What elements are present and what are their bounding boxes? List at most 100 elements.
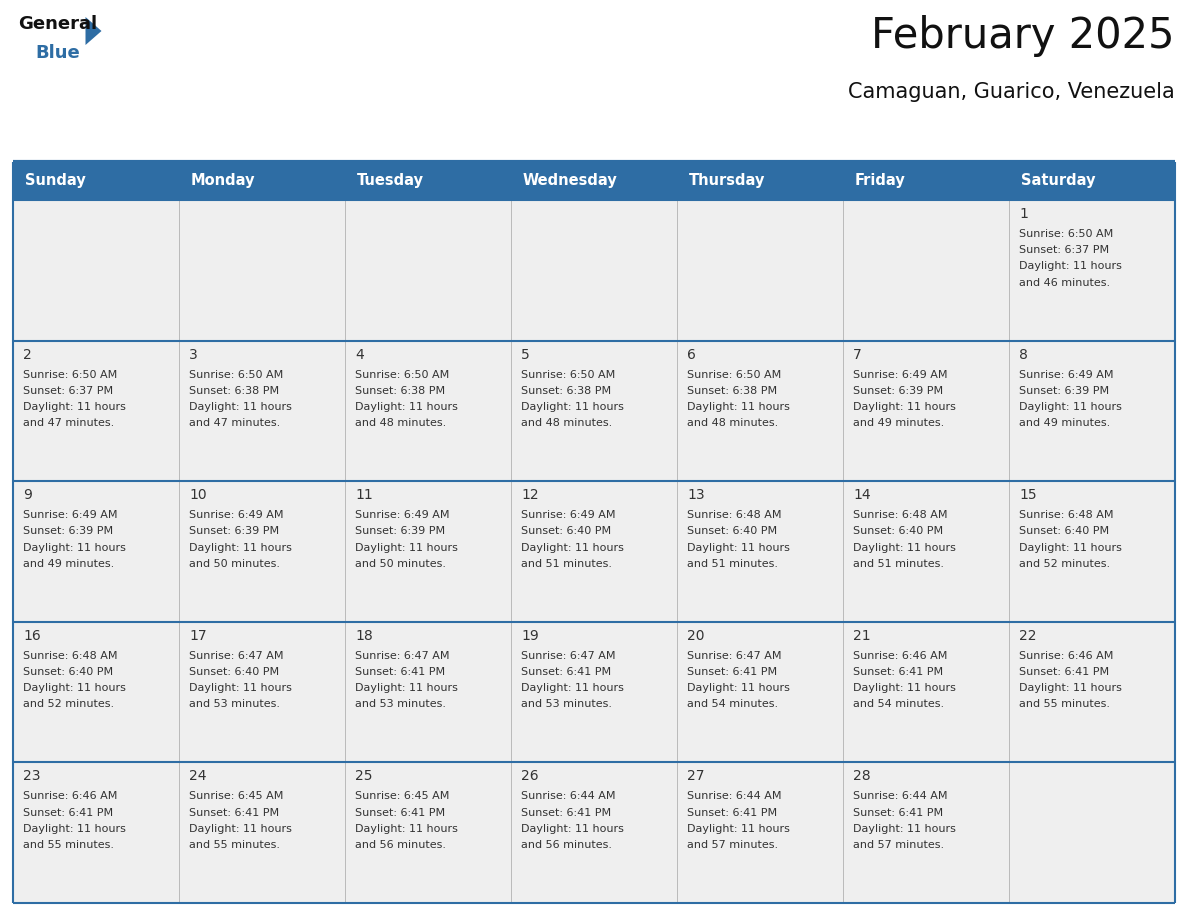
Text: Daylight: 11 hours: Daylight: 11 hours <box>1019 262 1121 272</box>
Text: Sunrise: 6:48 AM: Sunrise: 6:48 AM <box>1019 510 1113 521</box>
Text: 2: 2 <box>23 348 32 362</box>
Text: and 53 minutes.: and 53 minutes. <box>355 700 446 710</box>
Text: Sunrise: 6:48 AM: Sunrise: 6:48 AM <box>687 510 782 521</box>
Bar <box>1009 200 1175 341</box>
Text: Daylight: 11 hours: Daylight: 11 hours <box>189 823 292 834</box>
Text: Sunset: 6:38 PM: Sunset: 6:38 PM <box>355 386 446 396</box>
Text: Daylight: 11 hours: Daylight: 11 hours <box>687 823 790 834</box>
Text: Daylight: 11 hours: Daylight: 11 hours <box>853 683 956 693</box>
Bar <box>345 763 511 903</box>
Text: 27: 27 <box>687 769 704 783</box>
Text: 21: 21 <box>853 629 871 643</box>
Bar <box>677 341 843 481</box>
Text: and 55 minutes.: and 55 minutes. <box>1019 700 1110 710</box>
Text: Sunset: 6:41 PM: Sunset: 6:41 PM <box>355 808 446 818</box>
Text: and 54 minutes.: and 54 minutes. <box>853 700 944 710</box>
Text: 20: 20 <box>687 629 704 643</box>
Text: 17: 17 <box>189 629 207 643</box>
Text: and 50 minutes.: and 50 minutes. <box>189 559 280 569</box>
Text: Daylight: 11 hours: Daylight: 11 hours <box>853 823 956 834</box>
Text: General: General <box>18 15 97 33</box>
Text: 24: 24 <box>189 769 207 783</box>
Text: Sunrise: 6:50 AM: Sunrise: 6:50 AM <box>23 370 118 380</box>
Bar <box>677 481 843 621</box>
Bar <box>13 200 179 341</box>
Text: Sunrise: 6:44 AM: Sunrise: 6:44 AM <box>853 791 948 801</box>
Text: Thursday: Thursday <box>689 174 765 188</box>
Polygon shape <box>86 17 101 45</box>
Text: and 54 minutes.: and 54 minutes. <box>687 700 778 710</box>
Text: 26: 26 <box>522 769 538 783</box>
Text: and 49 minutes.: and 49 minutes. <box>853 419 944 428</box>
Text: Blue: Blue <box>34 44 80 62</box>
Text: Sunset: 6:39 PM: Sunset: 6:39 PM <box>853 386 943 396</box>
Text: Sunset: 6:40 PM: Sunset: 6:40 PM <box>687 526 777 536</box>
Text: 14: 14 <box>853 488 871 502</box>
Text: Sunrise: 6:49 AM: Sunrise: 6:49 AM <box>23 510 118 521</box>
Bar <box>13 162 1175 200</box>
Bar <box>1009 621 1175 763</box>
Text: and 48 minutes.: and 48 minutes. <box>522 419 612 428</box>
Text: Sunset: 6:41 PM: Sunset: 6:41 PM <box>687 667 777 677</box>
Text: and 52 minutes.: and 52 minutes. <box>23 700 114 710</box>
Text: 12: 12 <box>522 488 538 502</box>
Text: Sunrise: 6:49 AM: Sunrise: 6:49 AM <box>522 510 615 521</box>
Text: and 50 minutes.: and 50 minutes. <box>355 559 446 569</box>
Bar <box>179 200 345 341</box>
Text: and 49 minutes.: and 49 minutes. <box>23 559 114 569</box>
Text: 7: 7 <box>853 348 861 362</box>
Text: Sunrise: 6:47 AM: Sunrise: 6:47 AM <box>522 651 615 661</box>
Bar <box>179 621 345 763</box>
Text: and 53 minutes.: and 53 minutes. <box>522 700 612 710</box>
Bar <box>13 481 179 621</box>
Text: 18: 18 <box>355 629 373 643</box>
Text: 8: 8 <box>1019 348 1028 362</box>
Text: Sunset: 6:40 PM: Sunset: 6:40 PM <box>853 526 943 536</box>
Text: Sunset: 6:39 PM: Sunset: 6:39 PM <box>1019 386 1110 396</box>
Bar <box>843 200 1009 341</box>
Text: Monday: Monday <box>191 174 255 188</box>
Text: and 46 minutes.: and 46 minutes. <box>1019 277 1110 287</box>
Text: and 51 minutes.: and 51 minutes. <box>687 559 778 569</box>
Bar <box>843 621 1009 763</box>
Text: 13: 13 <box>687 488 704 502</box>
Text: 9: 9 <box>23 488 32 502</box>
Text: and 56 minutes.: and 56 minutes. <box>522 840 612 850</box>
Text: and 55 minutes.: and 55 minutes. <box>189 840 280 850</box>
Text: Sunrise: 6:49 AM: Sunrise: 6:49 AM <box>853 370 948 380</box>
Bar <box>511 200 677 341</box>
Text: Sunrise: 6:50 AM: Sunrise: 6:50 AM <box>189 370 283 380</box>
Text: Sunset: 6:41 PM: Sunset: 6:41 PM <box>189 808 279 818</box>
Text: Sunset: 6:40 PM: Sunset: 6:40 PM <box>189 667 279 677</box>
Text: Sunset: 6:39 PM: Sunset: 6:39 PM <box>23 526 113 536</box>
Text: Daylight: 11 hours: Daylight: 11 hours <box>522 683 624 693</box>
Text: Sunrise: 6:44 AM: Sunrise: 6:44 AM <box>522 791 615 801</box>
Text: and 56 minutes.: and 56 minutes. <box>355 840 446 850</box>
Text: Sunrise: 6:48 AM: Sunrise: 6:48 AM <box>23 651 118 661</box>
Text: Sunset: 6:41 PM: Sunset: 6:41 PM <box>1019 667 1110 677</box>
Text: Daylight: 11 hours: Daylight: 11 hours <box>687 402 790 412</box>
Text: 23: 23 <box>23 769 40 783</box>
Text: 5: 5 <box>522 348 530 362</box>
Text: 25: 25 <box>355 769 373 783</box>
Text: Daylight: 11 hours: Daylight: 11 hours <box>355 823 457 834</box>
Bar <box>511 763 677 903</box>
Text: Daylight: 11 hours: Daylight: 11 hours <box>189 543 292 553</box>
Text: Sunday: Sunday <box>25 174 86 188</box>
Text: Daylight: 11 hours: Daylight: 11 hours <box>1019 683 1121 693</box>
Bar <box>677 763 843 903</box>
Text: 10: 10 <box>189 488 207 502</box>
Text: Daylight: 11 hours: Daylight: 11 hours <box>687 683 790 693</box>
Text: Daylight: 11 hours: Daylight: 11 hours <box>522 823 624 834</box>
Bar <box>13 341 179 481</box>
Text: and 51 minutes.: and 51 minutes. <box>853 559 944 569</box>
Text: 11: 11 <box>355 488 373 502</box>
Bar <box>843 763 1009 903</box>
Text: Sunset: 6:41 PM: Sunset: 6:41 PM <box>23 808 113 818</box>
Text: and 49 minutes.: and 49 minutes. <box>1019 419 1111 428</box>
Bar <box>511 481 677 621</box>
Bar <box>179 341 345 481</box>
Text: Sunset: 6:41 PM: Sunset: 6:41 PM <box>522 667 611 677</box>
Text: Daylight: 11 hours: Daylight: 11 hours <box>522 543 624 553</box>
Text: and 47 minutes.: and 47 minutes. <box>189 419 280 428</box>
